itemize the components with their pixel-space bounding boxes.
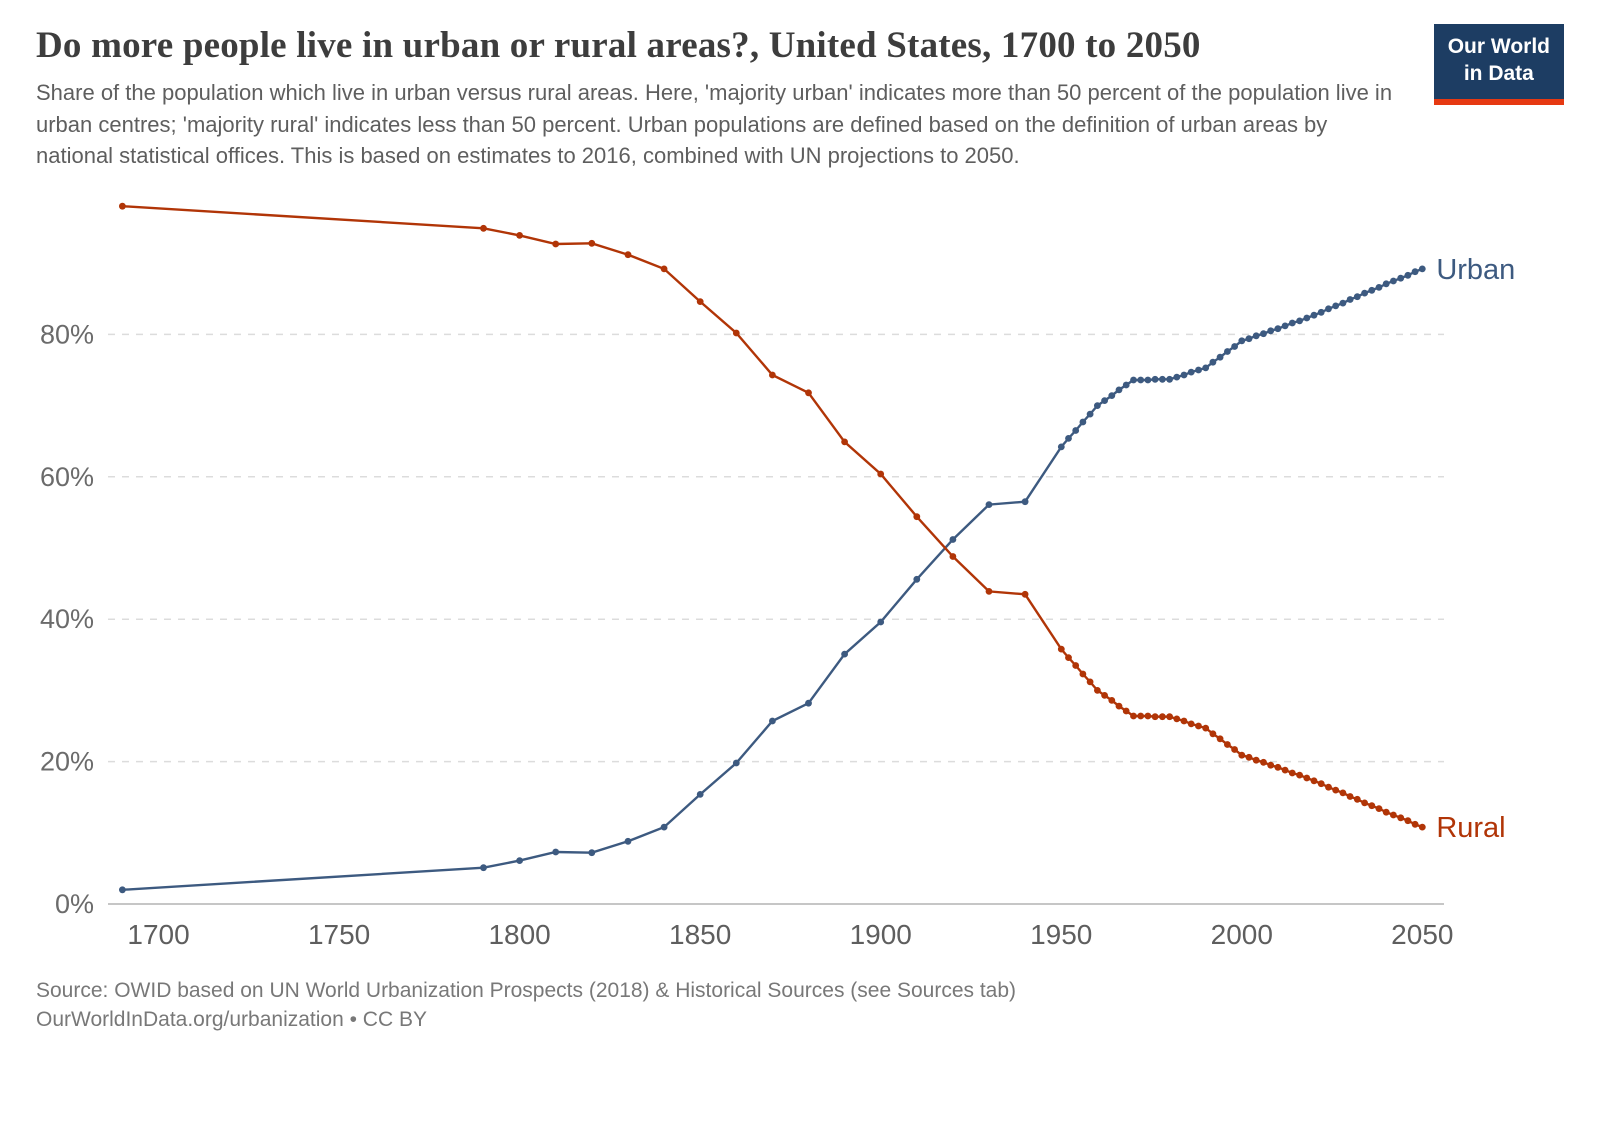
svg-text:40%: 40% xyxy=(40,604,94,634)
page-root: Do more people live in urban or rural ar… xyxy=(36,24,1564,1035)
svg-text:2050: 2050 xyxy=(1391,919,1453,950)
chart-area: 0% 20% 40% 60% 80% 1700 1750 1800 1850 1900 1950 20… xyxy=(36,178,1564,962)
svg-text:1950: 1950 xyxy=(1030,919,1092,950)
svg-text:1800: 1800 xyxy=(488,919,550,950)
chart-header: Do more people live in urban or rural ar… xyxy=(36,24,1564,172)
svg-text:Rural: Rural xyxy=(1436,812,1505,844)
page-title: Do more people live in urban or rural ar… xyxy=(36,25,1201,66)
owid-logo-line2: in Data xyxy=(1463,62,1534,86)
svg-text:1850: 1850 xyxy=(669,919,731,950)
svg-text:20%: 20% xyxy=(40,747,94,777)
attribution-text: OurWorldInData.org/urbanization • CC BY xyxy=(36,1008,427,1032)
owid-logo[interactable]: Our World in Data xyxy=(1433,24,1564,105)
owid-logo-line1: Our World xyxy=(1447,35,1550,58)
svg-text:0%: 0% xyxy=(55,889,94,919)
page-subtitle: Share of the population which live in ur… xyxy=(36,80,1393,169)
svg-text:60%: 60% xyxy=(40,462,94,492)
title-block: Do more people live in urban or rural ar… xyxy=(36,24,1410,172)
svg-text:1700: 1700 xyxy=(127,919,189,950)
svg-text:Urban: Urban xyxy=(1436,254,1515,286)
svg-text:1900: 1900 xyxy=(850,919,912,950)
chart-canvas: 0% 20% 40% 60% 80% 1700 1750 1800 1850 1900 1950 20… xyxy=(40,202,1515,950)
svg-text:1750: 1750 xyxy=(308,919,370,950)
chart-footer: Source: OWID based on UN World Urbanizat… xyxy=(36,976,1564,1035)
svg-text:80%: 80% xyxy=(40,319,94,349)
svg-text:2000: 2000 xyxy=(1211,919,1273,950)
source-text: Source: OWID based on UN World Urbanizat… xyxy=(36,979,1017,1003)
